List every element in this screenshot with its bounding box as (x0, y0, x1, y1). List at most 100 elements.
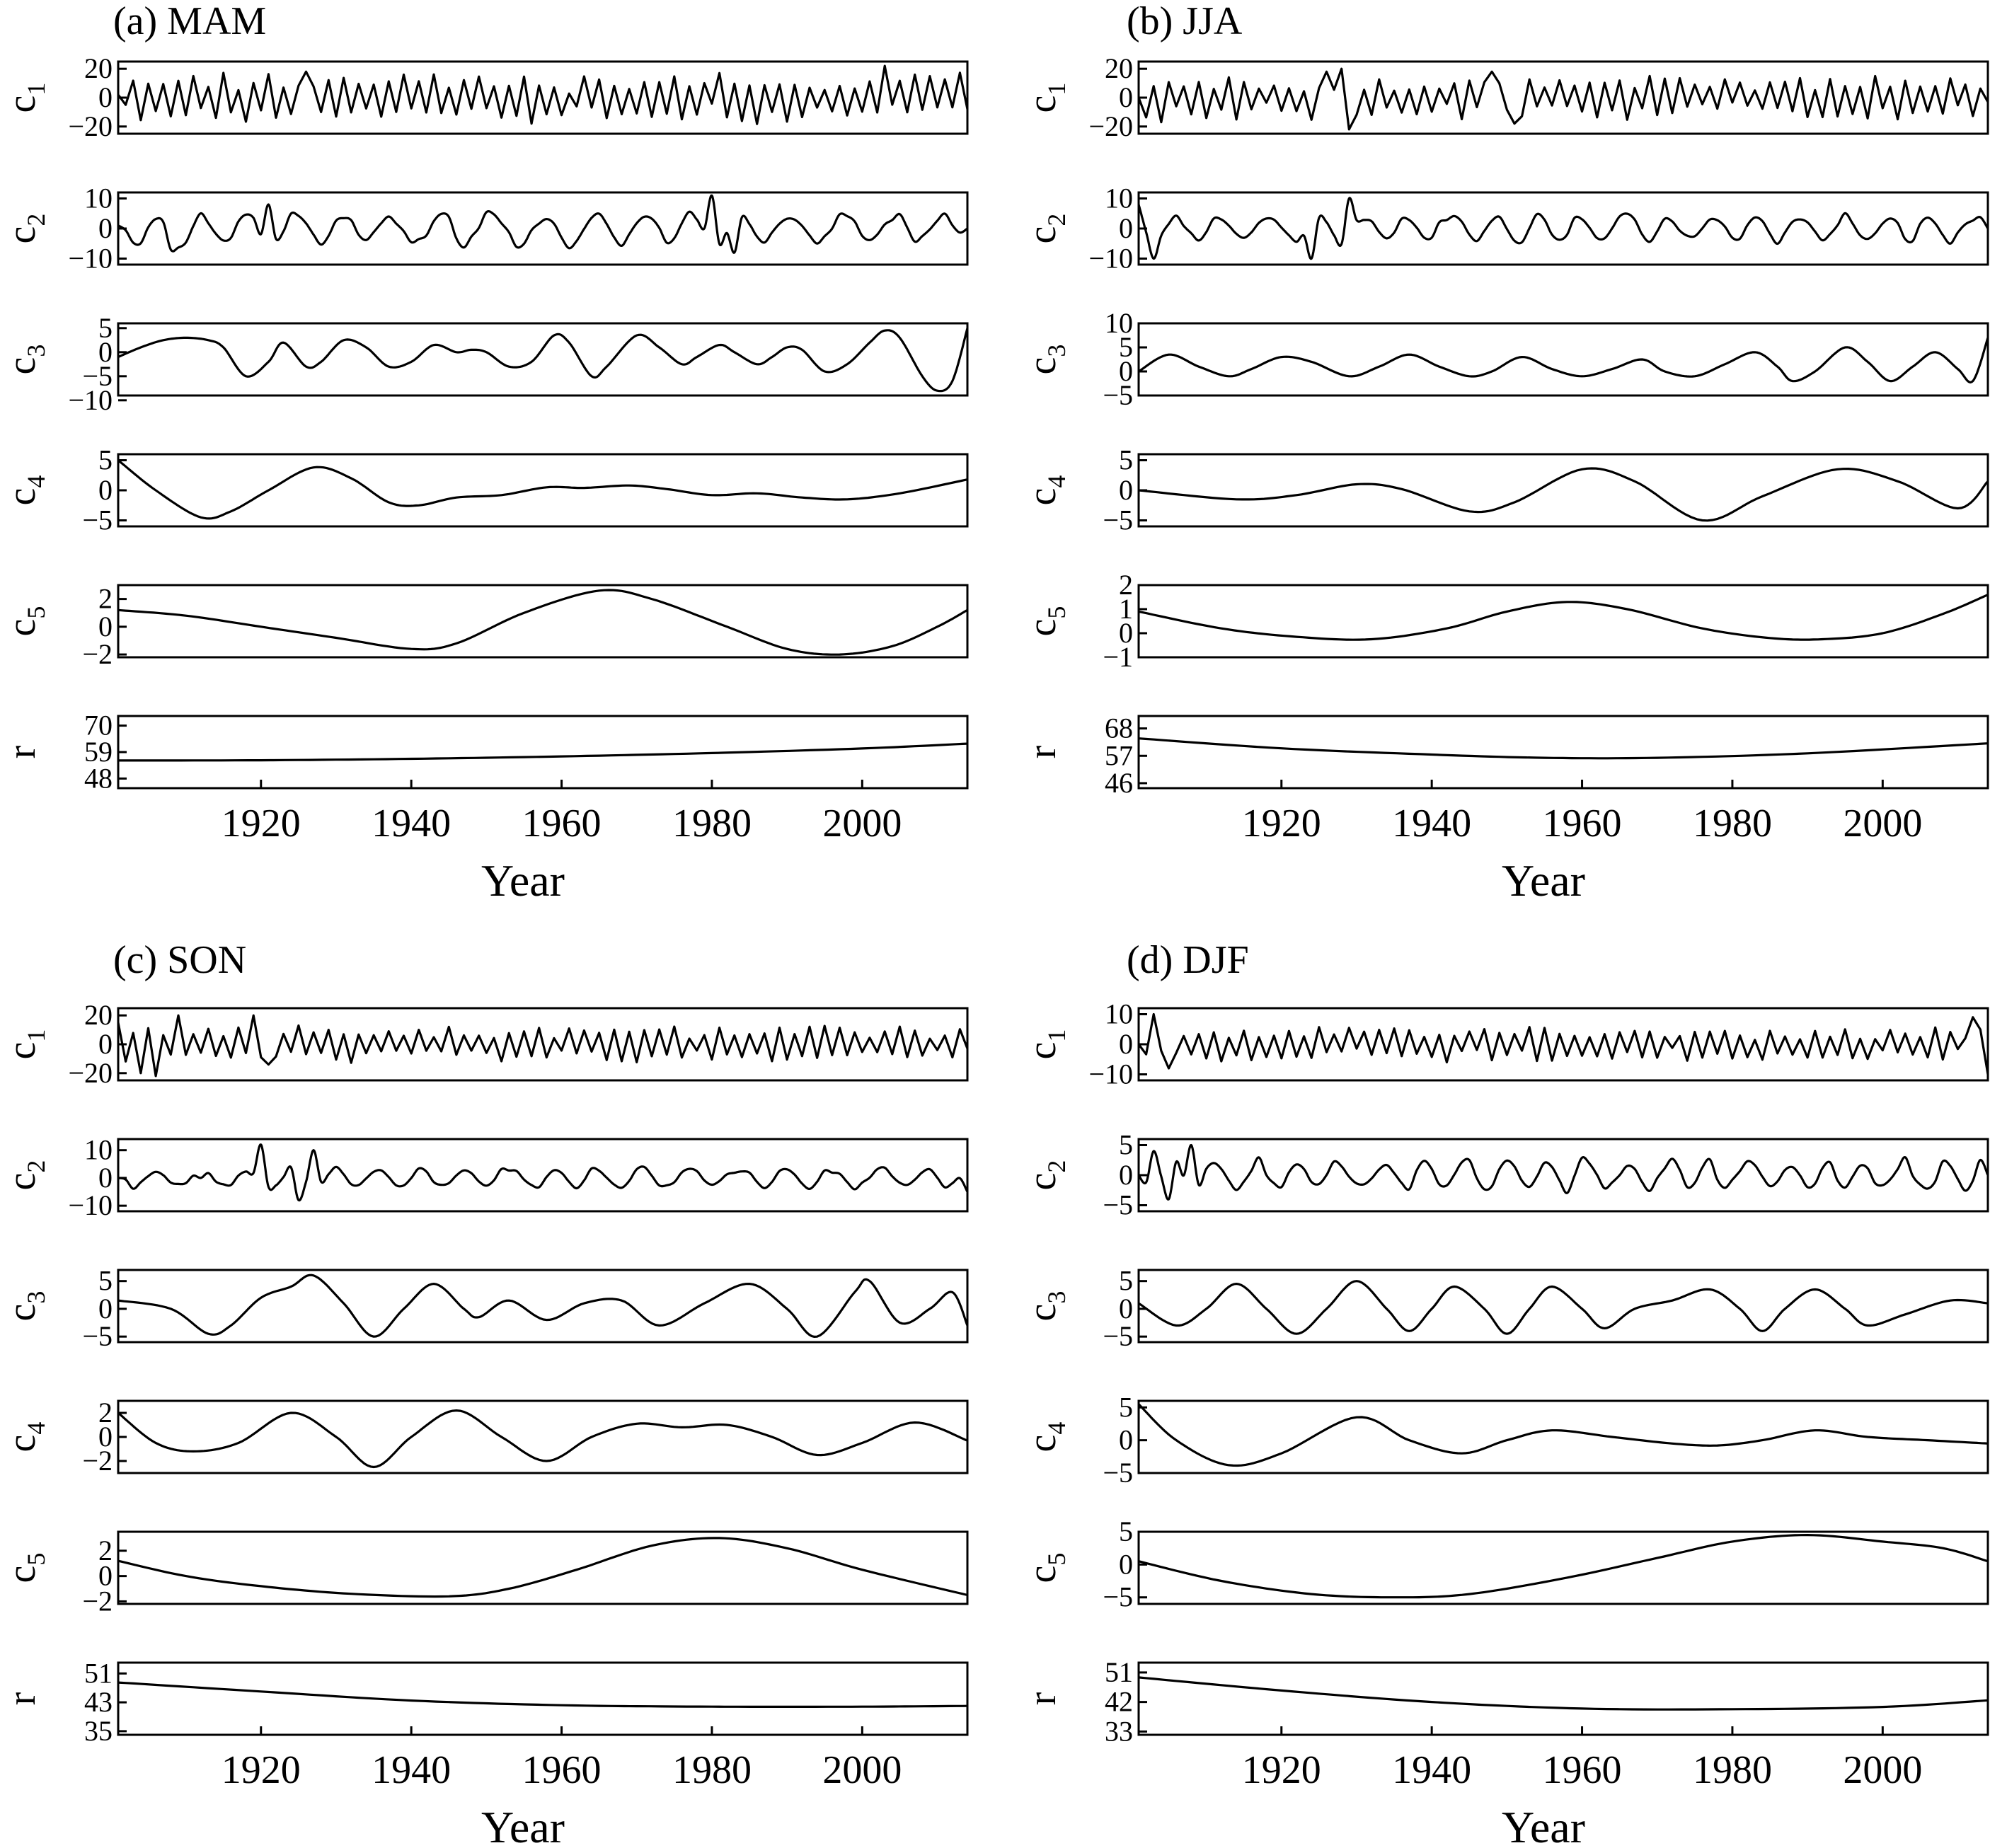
plot-frame (1137, 715, 1989, 790)
x-axis-label: Year (481, 855, 565, 906)
y-tick-label: 46 (1105, 767, 1133, 799)
y-axis-label: c1 (0, 83, 50, 113)
x-tick-label: 1920 (1242, 1748, 1321, 1792)
series-line (117, 1537, 968, 1598)
y-tick-label: 0 (1119, 1424, 1133, 1456)
series-line (1138, 594, 1989, 641)
x-axis-label: Year (481, 1802, 565, 1848)
y-tick-label: −5 (1103, 1320, 1133, 1352)
y-tick-label: 10 (1105, 183, 1133, 214)
series-line (1137, 1012, 1989, 1075)
plot-frame (1137, 60, 1989, 135)
y-tick-label: −5 (82, 504, 113, 536)
y-tick-label: 43 (84, 1686, 113, 1718)
series-line (1138, 1280, 1989, 1335)
y-tick-label: 0 (1119, 1159, 1133, 1191)
y-axis-label: r (1020, 1692, 1064, 1705)
y-tick-label: 10 (84, 1134, 113, 1166)
y-axis-label: c5 (1020, 606, 1071, 637)
x-tick-label: 1920 (1242, 802, 1321, 845)
plot-frame (117, 1661, 969, 1736)
plot-frame (1137, 1530, 1989, 1605)
plot-frame (117, 191, 969, 266)
x-tick-label: 1940 (1392, 1748, 1471, 1792)
y-tick-label: 0 (1119, 1293, 1133, 1324)
y-tick-label: 5 (1119, 1129, 1133, 1161)
x-tick-label: 2000 (1843, 802, 1922, 845)
row-c3: c3 50−5−10 (0, 312, 969, 416)
plot-frame (117, 453, 969, 528)
series-line (117, 459, 968, 520)
y-axis-label: c4 (1020, 475, 1071, 506)
x-axis-label: Year (1502, 855, 1585, 906)
plot-frame (1137, 1269, 1989, 1344)
plot-frame (117, 1399, 969, 1474)
y-tick-label: 5 (98, 444, 113, 476)
y-tick-label: 0 (98, 1028, 113, 1060)
y-tick-label: 10 (84, 183, 113, 214)
y-tick-label: 2 (98, 1535, 113, 1566)
y-tick-label: 5 (1119, 1515, 1133, 1547)
row-c3: c3 50−5 (1020, 1265, 1989, 1352)
series-line (117, 1143, 969, 1202)
x-tick-label: 1960 (1543, 802, 1622, 845)
series-line (1138, 467, 1989, 522)
plot-frame (1137, 322, 1989, 397)
row-c4: c4 50−5 (1020, 1391, 1989, 1489)
row-c5: c5 20−2 (0, 583, 969, 670)
y-tick-label: 0 (98, 212, 113, 244)
y-axis-label: c3 (1020, 345, 1071, 375)
row-c4: c4 50−5 (1020, 444, 1989, 536)
y-tick-label: 48 (84, 762, 113, 794)
y-tick-label: 0 (98, 474, 113, 506)
row-c2: c2 100−10 (0, 183, 969, 275)
x-tick-label: 1920 (222, 802, 301, 845)
y-tick-label: 5 (1119, 331, 1133, 363)
y-tick-label: 68 (1105, 712, 1133, 744)
y-tick-label: −20 (68, 1057, 113, 1089)
y-axis-label: c4 (0, 475, 50, 506)
series-line (117, 1681, 968, 1708)
y-tick-label: −5 (1103, 504, 1133, 536)
y-tick-label: 20 (84, 52, 113, 84)
y-axis-label: c5 (0, 606, 50, 637)
x-tick-label: 2000 (822, 802, 902, 845)
series-line (1138, 337, 1989, 383)
y-tick-label: 0 (98, 336, 113, 368)
y-axis-label: c3 (0, 1291, 50, 1322)
x-axis-label: Year (1502, 1802, 1585, 1848)
x-tick-label: 2000 (822, 1748, 902, 1792)
row-c4: c4 50−5 (0, 444, 969, 536)
y-axis-label: c5 (0, 1553, 50, 1583)
panel-title: (d) DJF (1127, 938, 1249, 982)
plot-frame (117, 584, 969, 659)
panel-title: (c) SON (113, 938, 246, 982)
y-axis-label: c2 (0, 1160, 50, 1191)
series-line (1137, 67, 1989, 131)
y-tick-label: 10 (1105, 307, 1133, 339)
y-tick-label: 0 (1119, 617, 1133, 649)
y-tick-label: 0 (98, 1162, 113, 1194)
y-tick-label: 1 (1119, 593, 1133, 625)
x-tick-label: 1960 (1543, 1748, 1622, 1792)
series-line (1137, 197, 1989, 260)
y-tick-label: 0 (1119, 474, 1133, 506)
y-tick-label: −10 (68, 384, 113, 416)
y-axis-label: c1 (0, 1029, 50, 1060)
y-tick-label: 20 (1105, 52, 1133, 84)
series-line (117, 328, 969, 393)
row-c5: c5 20−2 (0, 1530, 969, 1617)
y-tick-label: 51 (1105, 1656, 1133, 1688)
y-axis-label: r (0, 1692, 44, 1705)
plot-frame (117, 322, 969, 397)
series-line (117, 1014, 969, 1078)
y-tick-label: 5 (98, 1265, 113, 1297)
row-c1: c1 100−10 (1020, 998, 1989, 1090)
y-tick-label: 0 (98, 81, 113, 113)
panel-title: (a) MAM (113, 0, 266, 43)
y-tick-label: −5 (1103, 1189, 1133, 1221)
y-axis-label: c4 (0, 1422, 50, 1453)
